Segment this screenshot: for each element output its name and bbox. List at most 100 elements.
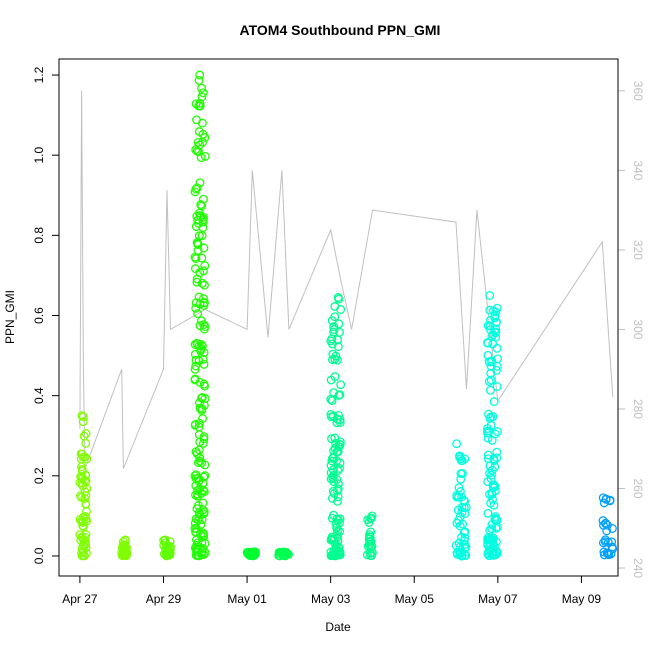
x-tick-label: Apr 29 [146, 592, 182, 606]
data-point [365, 532, 374, 542]
data-point [78, 417, 88, 427]
data-point [367, 541, 377, 551]
data-point [490, 328, 500, 338]
data-point [79, 431, 89, 441]
data-point [191, 490, 200, 500]
y2-tick-label: 340 [631, 160, 645, 180]
data-point [194, 422, 204, 432]
data-point [191, 222, 201, 231]
data-point [458, 519, 468, 529]
data-point [81, 438, 91, 448]
data-point [190, 349, 200, 359]
data-point [197, 538, 207, 548]
series-3 [159, 535, 175, 561]
data-point [199, 509, 209, 519]
data-point [198, 438, 208, 448]
data-point [335, 464, 344, 473]
data-point [332, 418, 342, 428]
data-point [193, 137, 203, 147]
data-point [198, 528, 208, 538]
data-point [486, 420, 496, 430]
data-point [199, 348, 209, 358]
data-point [491, 523, 501, 533]
data-point [484, 532, 494, 542]
data-point [335, 418, 345, 427]
chart-title: ATOM4 Southbound PPN_GMI [240, 22, 441, 38]
data-point [246, 549, 256, 559]
data-point [81, 470, 91, 480]
data-point [326, 375, 336, 385]
data-point [331, 518, 341, 528]
y-tick-label: 0.8 [32, 227, 46, 244]
series-5 [242, 547, 260, 561]
data-point [332, 355, 342, 365]
data-point [195, 178, 205, 188]
data-point [328, 535, 337, 545]
data-point [192, 274, 202, 284]
data-point [483, 338, 492, 348]
data-point [335, 527, 345, 536]
data-point [460, 540, 470, 549]
data-point [333, 466, 343, 476]
data-point [487, 356, 497, 366]
data-point [78, 412, 88, 422]
series-6 [274, 547, 293, 561]
data-point [81, 490, 91, 500]
series-11 [598, 493, 618, 560]
data-point [118, 537, 128, 547]
data-point [487, 533, 497, 543]
data-point [326, 551, 336, 561]
data-point [461, 503, 471, 512]
data-point [197, 83, 207, 93]
data-point [200, 322, 210, 331]
x-tick-label: May 07 [478, 592, 518, 606]
y-tick-label: 1.0 [32, 147, 46, 164]
data-point [492, 522, 502, 532]
data-point [485, 385, 495, 395]
data-point [274, 551, 284, 561]
data-point [192, 183, 202, 193]
data-point [460, 509, 470, 519]
data-point [332, 447, 342, 456]
data-point [484, 409, 493, 419]
data-point [192, 277, 202, 287]
data-point [198, 88, 208, 98]
data-point [327, 456, 337, 466]
data-point [483, 508, 493, 518]
data-point [334, 479, 343, 489]
series-1 [75, 411, 92, 561]
data-point [200, 280, 209, 290]
series-10 [482, 291, 503, 561]
data-point [598, 538, 608, 548]
data-point [82, 454, 92, 464]
data-point [326, 534, 336, 544]
x-tick-label: May 09 [562, 592, 602, 606]
data-point [200, 132, 210, 142]
data-point [199, 432, 209, 442]
data-point [492, 343, 502, 353]
data-point [459, 536, 469, 546]
data-point [484, 377, 494, 386]
y-tick-label: 0.4 [32, 387, 46, 404]
data-point [77, 462, 86, 472]
data-point [490, 462, 500, 472]
y-tick-label: 0.0 [32, 547, 46, 564]
data-point [79, 535, 89, 545]
data-point [485, 305, 495, 315]
data-point [485, 542, 495, 552]
data-point [329, 446, 339, 456]
data-point [491, 332, 501, 342]
data-point [195, 453, 205, 463]
data-point [195, 321, 205, 331]
data-point [190, 340, 200, 349]
data-point [82, 506, 91, 516]
data-point [460, 527, 470, 537]
data-point [197, 92, 207, 102]
data-point [452, 439, 462, 449]
data-point [491, 549, 501, 559]
data-point [484, 426, 494, 436]
data-point [199, 212, 208, 222]
data-point [194, 356, 204, 366]
data-point [492, 382, 502, 392]
data-point [195, 398, 204, 408]
